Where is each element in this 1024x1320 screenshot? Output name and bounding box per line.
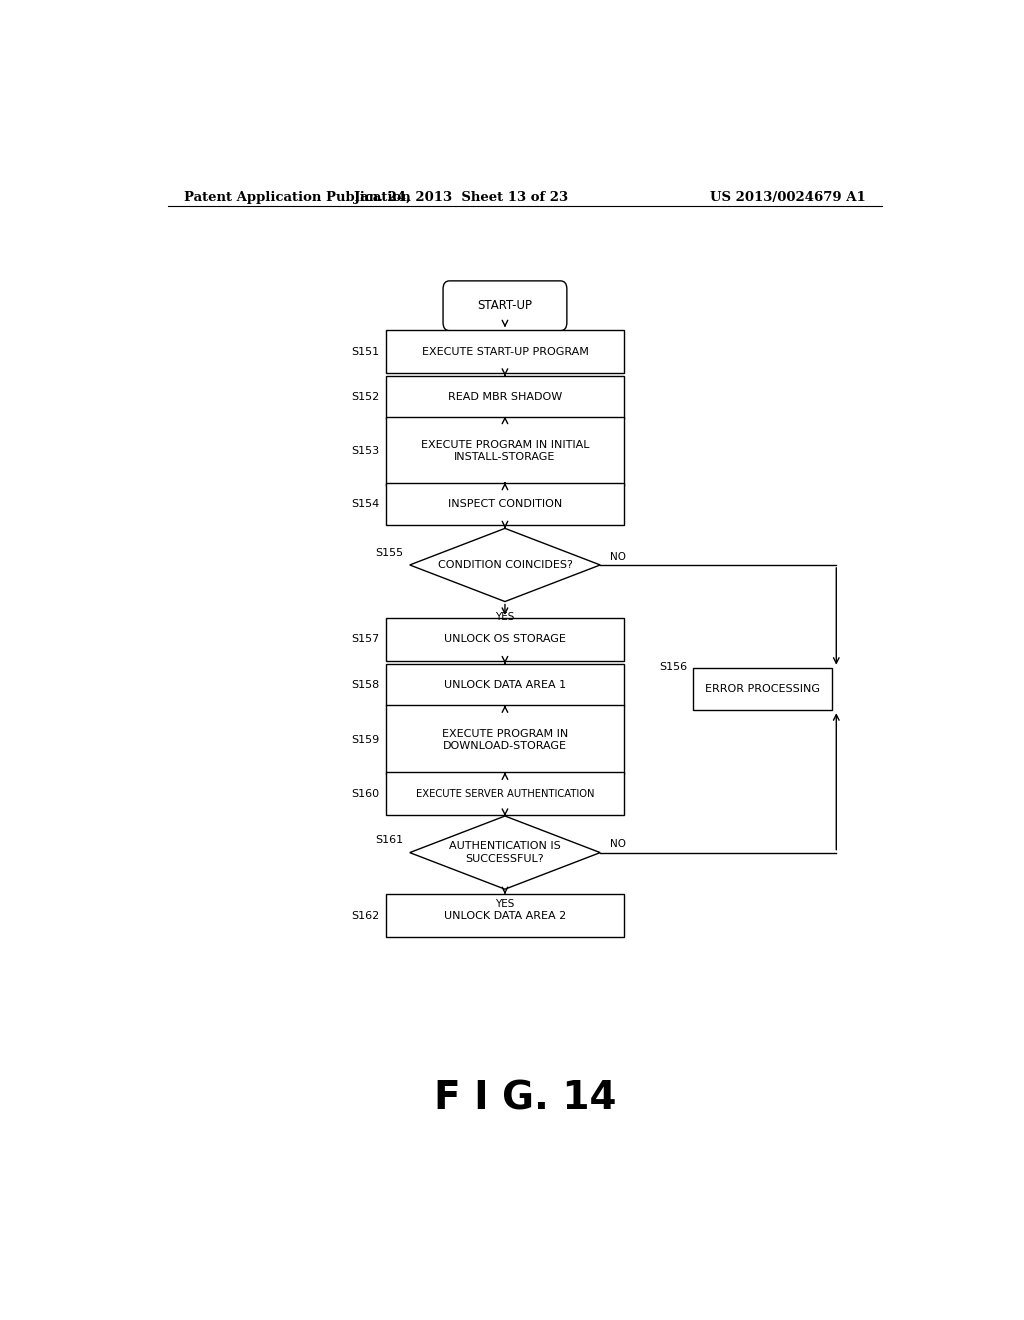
Text: S159: S159 [351, 735, 380, 744]
FancyBboxPatch shape [386, 417, 624, 486]
FancyBboxPatch shape [386, 376, 624, 418]
FancyBboxPatch shape [386, 664, 624, 706]
Text: INSPECT CONDITION: INSPECT CONDITION [447, 499, 562, 510]
Text: READ MBR SHADOW: READ MBR SHADOW [447, 392, 562, 403]
Text: S161: S161 [375, 836, 403, 845]
Text: UNLOCK DATA AREA 1: UNLOCK DATA AREA 1 [443, 680, 566, 690]
FancyBboxPatch shape [386, 330, 624, 372]
Text: S158: S158 [351, 680, 380, 690]
Text: AUTHENTICATION IS
SUCCESSFUL?: AUTHENTICATION IS SUCCESSFUL? [450, 841, 561, 863]
FancyBboxPatch shape [386, 483, 624, 525]
Text: S154: S154 [351, 499, 380, 510]
Text: EXECUTE START-UP PROGRAM: EXECUTE START-UP PROGRAM [422, 347, 589, 356]
FancyBboxPatch shape [386, 894, 624, 937]
Text: Jan. 24, 2013  Sheet 13 of 23: Jan. 24, 2013 Sheet 13 of 23 [354, 190, 568, 203]
Text: YES: YES [496, 611, 515, 622]
Text: S160: S160 [351, 788, 380, 799]
FancyBboxPatch shape [386, 772, 624, 814]
Text: S152: S152 [351, 392, 380, 403]
Text: S153: S153 [351, 446, 380, 457]
Text: UNLOCK OS STORAGE: UNLOCK OS STORAGE [444, 634, 566, 644]
FancyBboxPatch shape [693, 668, 833, 710]
FancyBboxPatch shape [443, 281, 567, 331]
Text: S162: S162 [351, 911, 380, 920]
Text: CONDITION COINCIDES?: CONDITION COINCIDES? [437, 560, 572, 570]
Text: S157: S157 [351, 634, 380, 644]
FancyBboxPatch shape [386, 705, 624, 775]
Text: EXECUTE SERVER AUTHENTICATION: EXECUTE SERVER AUTHENTICATION [416, 788, 594, 799]
Text: S155: S155 [375, 548, 403, 558]
Polygon shape [410, 816, 600, 890]
Text: S151: S151 [351, 347, 380, 356]
Text: START-UP: START-UP [477, 300, 532, 313]
Text: NO: NO [609, 840, 626, 850]
Text: EXECUTE PROGRAM IN
DOWNLOAD-STORAGE: EXECUTE PROGRAM IN DOWNLOAD-STORAGE [441, 729, 568, 751]
Text: F I G. 14: F I G. 14 [433, 1080, 616, 1118]
Text: S156: S156 [659, 661, 687, 672]
Text: NO: NO [609, 552, 626, 562]
Text: US 2013/0024679 A1: US 2013/0024679 A1 [711, 190, 866, 203]
Text: ERROR PROCESSING: ERROR PROCESSING [706, 684, 820, 694]
Polygon shape [410, 528, 600, 602]
Text: EXECUTE PROGRAM IN INITIAL
INSTALL-STORAGE: EXECUTE PROGRAM IN INITIAL INSTALL-STORA… [421, 440, 589, 462]
Text: Patent Application Publication: Patent Application Publication [183, 190, 411, 203]
FancyBboxPatch shape [386, 618, 624, 660]
Text: UNLOCK DATA AREA 2: UNLOCK DATA AREA 2 [443, 911, 566, 920]
Text: YES: YES [496, 899, 515, 909]
